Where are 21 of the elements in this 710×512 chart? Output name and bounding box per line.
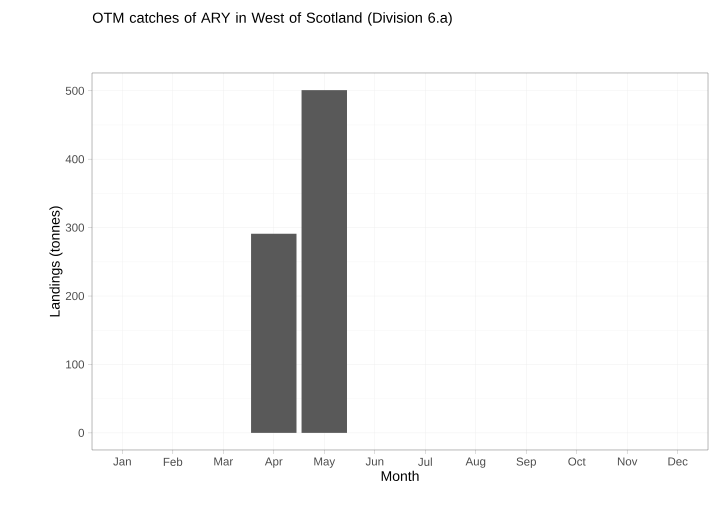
y-tick-label: 200 bbox=[66, 292, 84, 300]
y-tick-label: 500 bbox=[66, 86, 84, 95]
x-tick-label: Jan bbox=[113, 458, 131, 466]
x-axis-title: Month bbox=[382, 470, 419, 482]
x-tick-label: Feb bbox=[164, 458, 182, 466]
x-tick-label: Sep bbox=[516, 458, 536, 468]
y-tick-label: 300 bbox=[66, 224, 84, 232]
y-tick-label: 100 bbox=[66, 360, 84, 369]
chart-title: OTM catches of ARY in West of Scotland (Division 6.a) bbox=[92, 12, 452, 26]
x-tick-label: Dec bbox=[668, 458, 688, 466]
x-tick-label: May bbox=[314, 458, 336, 468]
x-tick-label: Mar bbox=[214, 458, 233, 466]
x-tick-label: Jul bbox=[418, 458, 432, 466]
x-tick-label: Aug bbox=[466, 458, 486, 468]
x-tick-label: Apr bbox=[264, 458, 283, 468]
y-tick-label: 400 bbox=[66, 155, 84, 164]
x-tick-label: Oct bbox=[568, 458, 586, 466]
x-tick-label: Nov bbox=[618, 458, 638, 466]
x-tick-label: Jun bbox=[366, 458, 384, 466]
y-axis-title: Landings (tonnes) bbox=[49, 206, 62, 316]
y-tick-label: 0 bbox=[78, 428, 84, 437]
